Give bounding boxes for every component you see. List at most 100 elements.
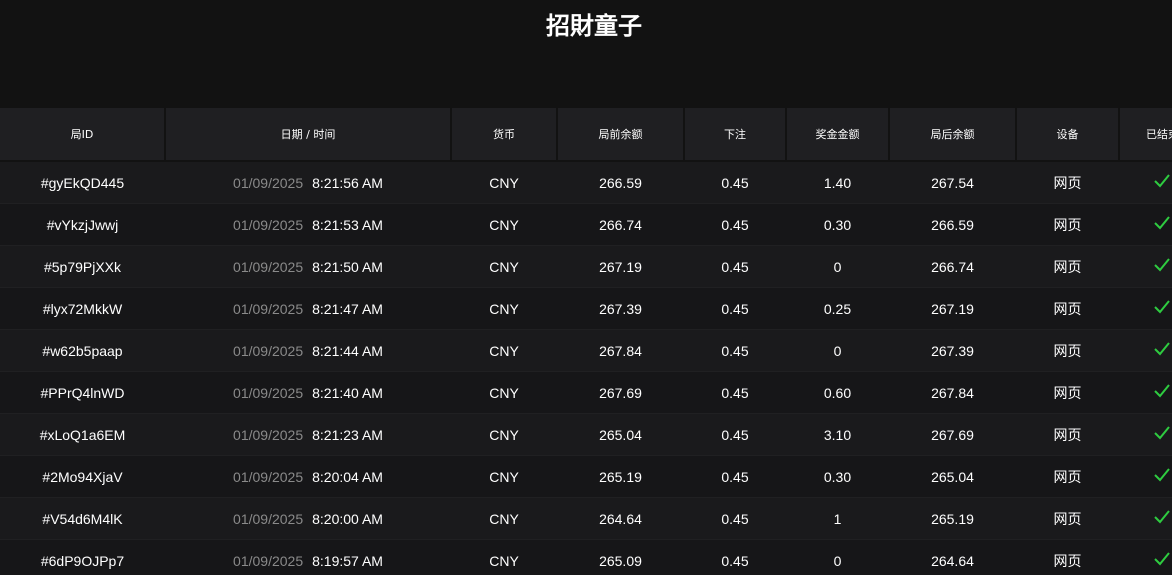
status (1119, 371, 1172, 414)
date-time: 01/09/2025 8:21:50 AM (165, 245, 451, 288)
column-header: 下注 (683, 108, 786, 162)
date: 01/09/2025 (233, 216, 304, 233)
check-icon (1154, 216, 1170, 230)
table-row: #V54d6M4lK 01/09/2025 8:20:00 AM CNY 264.64 0… (0, 497, 1172, 540)
balance-before: 265.09 (557, 539, 684, 575)
check-icon (1154, 552, 1170, 566)
balance-before: 267.84 (557, 329, 684, 372)
column-header: 货币 (450, 108, 557, 162)
bet: 0.45 (684, 287, 786, 330)
time: 8:19:57 AM (312, 552, 383, 569)
status (1119, 539, 1172, 575)
balance-before: 265.19 (557, 455, 684, 498)
currency: CNY (451, 413, 557, 456)
column-header: 奖金金额 (785, 108, 889, 162)
bet: 0.45 (684, 203, 786, 246)
currency: CNY (451, 329, 557, 372)
time: 8:20:04 AM (312, 468, 383, 485)
balance-after: 266.59 (889, 203, 1016, 246)
balance-after: 267.84 (889, 371, 1016, 414)
currency: CNY (451, 455, 557, 498)
time: 8:21:56 AM (312, 174, 383, 191)
date: 01/09/2025 (233, 468, 304, 485)
time: 8:21:47 AM (312, 300, 383, 317)
balance-after: 265.04 (889, 455, 1016, 498)
table-row: #lyx72MkkW 01/09/2025 8:21:47 AM CNY 267.39 0… (0, 287, 1172, 330)
prize: 3.10 (786, 413, 889, 456)
prize: 0 (786, 245, 889, 288)
check-icon (1154, 174, 1170, 188)
status (1119, 287, 1172, 330)
column-header: 局ID (0, 108, 165, 162)
prize: 0 (786, 539, 889, 575)
prize: 1.40 (786, 161, 889, 204)
currency: CNY (451, 497, 557, 540)
device: 网页 (1016, 413, 1119, 456)
balance-after: 267.54 (889, 161, 1016, 204)
check-icon (1154, 510, 1170, 524)
date: 01/09/2025 (233, 384, 304, 401)
status (1119, 329, 1172, 372)
check-icon (1154, 426, 1170, 440)
date: 01/09/2025 (233, 258, 304, 275)
round-id: #vYkzjJwwj (0, 203, 165, 246)
balance-after: 267.69 (889, 413, 1016, 456)
bet: 0.45 (684, 497, 786, 540)
status (1119, 203, 1172, 246)
date-time: 01/09/2025 8:19:57 AM (165, 539, 451, 575)
column-header: 局前余额 (556, 108, 684, 162)
check-icon (1154, 300, 1170, 314)
date-time: 01/09/2025 8:21:23 AM (165, 413, 451, 456)
date-time: 01/09/2025 8:21:44 AM (165, 329, 451, 372)
column-header: 已结束 (1118, 108, 1172, 162)
balance-before: 267.19 (557, 245, 684, 288)
time: 8:20:00 AM (312, 510, 383, 527)
round-id: #PPrQ4lnWD (0, 371, 165, 414)
prize: 0.30 (786, 455, 889, 498)
check-icon (1154, 342, 1170, 356)
time: 8:21:23 AM (312, 426, 383, 443)
currency: CNY (451, 287, 557, 330)
date-time: 01/09/2025 8:21:53 AM (165, 203, 451, 246)
prize: 0.60 (786, 371, 889, 414)
date: 01/09/2025 (233, 426, 304, 443)
device: 网页 (1016, 329, 1119, 372)
device: 网页 (1016, 539, 1119, 575)
column-header: 日期 / 时间 (164, 108, 451, 162)
date: 01/09/2025 (233, 552, 304, 569)
status (1119, 161, 1172, 204)
round-id: #gyEkQD445 (0, 161, 165, 204)
date: 01/09/2025 (233, 342, 304, 359)
device: 网页 (1016, 371, 1119, 414)
table-row: #gyEkQD445 01/09/2025 8:21:56 AM CNY 266.59 0… (0, 161, 1172, 204)
table-row: #6dP9OJPp7 01/09/2025 8:19:57 AM CNY 265.09 0… (0, 539, 1172, 575)
round-id: #6dP9OJPp7 (0, 539, 165, 575)
table-row: #PPrQ4lnWD 01/09/2025 8:21:40 AM CNY 267.69 0… (0, 371, 1172, 414)
status (1119, 413, 1172, 456)
column-header: 设备 (1015, 108, 1119, 162)
status (1119, 455, 1172, 498)
table-body: #gyEkQD445 01/09/2025 8:21:56 AM CNY 266.59 0… (0, 161, 1172, 575)
balance-after: 267.19 (889, 287, 1016, 330)
status (1119, 497, 1172, 540)
table-row: #w62b5paap 01/09/2025 8:21:44 AM CNY 267.84 0… (0, 329, 1172, 372)
balance-before: 267.69 (557, 371, 684, 414)
time: 8:21:40 AM (312, 384, 383, 401)
bet: 0.45 (684, 161, 786, 204)
time: 8:21:53 AM (312, 216, 383, 233)
balance-after: 266.74 (889, 245, 1016, 288)
date-time: 01/09/2025 8:20:04 AM (165, 455, 451, 498)
date: 01/09/2025 (233, 510, 304, 527)
column-header: 局后余额 (888, 108, 1016, 162)
check-icon (1154, 258, 1170, 272)
bet: 0.45 (684, 455, 786, 498)
time: 8:21:50 AM (312, 258, 383, 275)
date-time: 01/09/2025 8:20:00 AM (165, 497, 451, 540)
balance-before: 265.04 (557, 413, 684, 456)
balance-before: 266.74 (557, 203, 684, 246)
date-time: 01/09/2025 8:21:56 AM (165, 161, 451, 204)
date-time: 01/09/2025 8:21:40 AM (165, 371, 451, 414)
date: 01/09/2025 (233, 300, 304, 317)
